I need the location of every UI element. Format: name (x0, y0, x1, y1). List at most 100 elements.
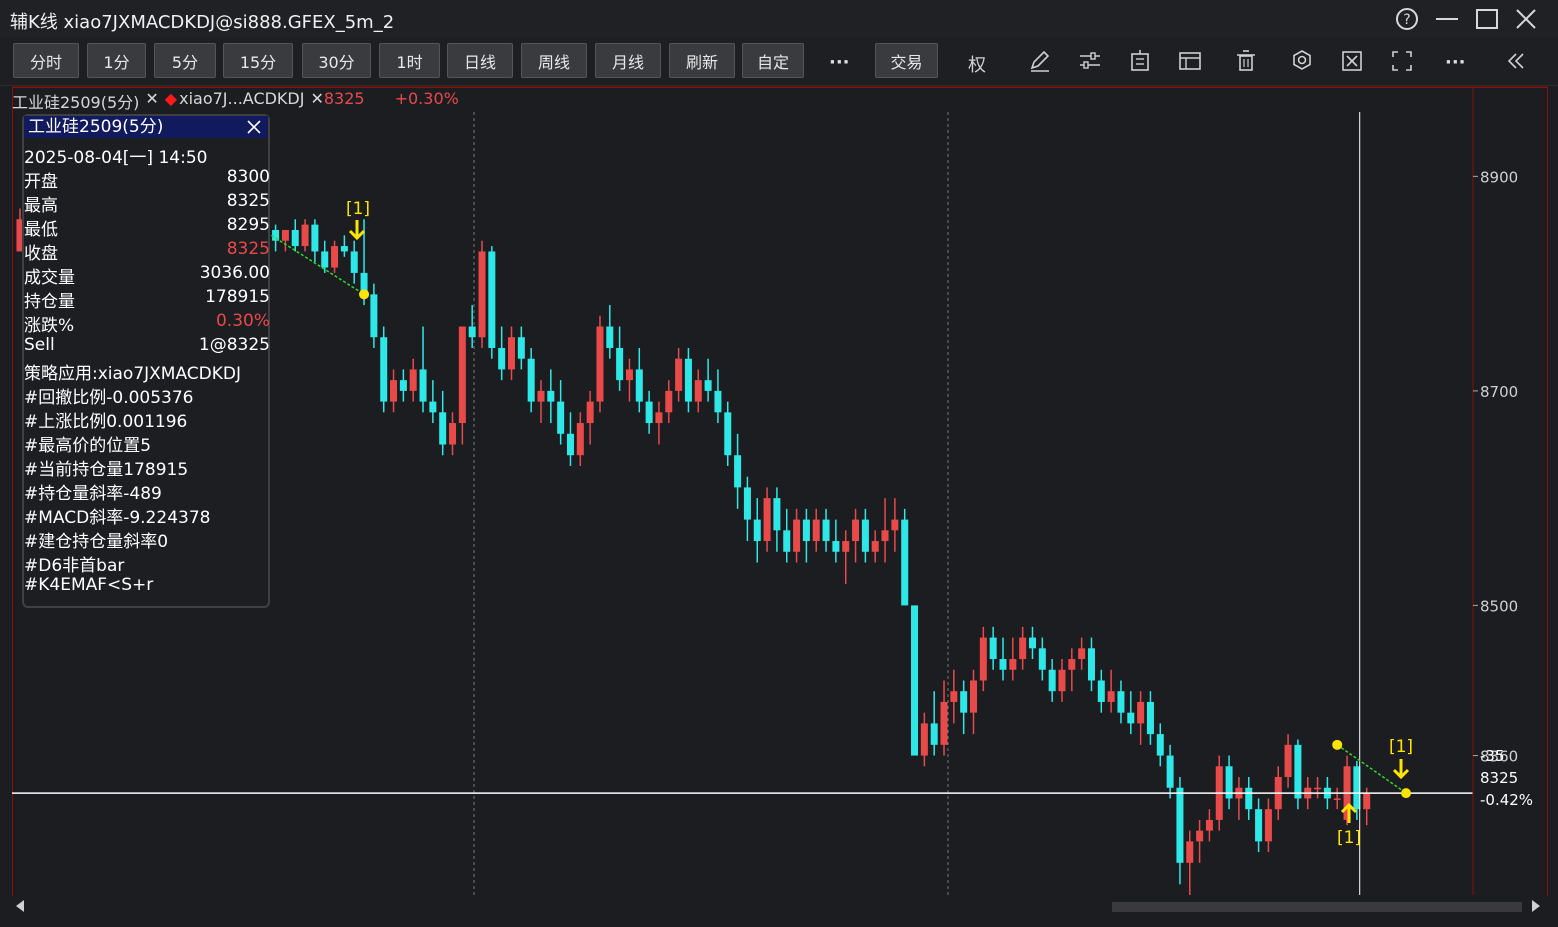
candle-body (783, 530, 791, 552)
time-scrollbar[interactable] (0, 896, 1558, 927)
minimize-icon[interactable] (1433, 5, 1463, 33)
candle-body (508, 337, 515, 370)
remove-strategy-icon[interactable]: ✕ (310, 89, 324, 108)
candle-body (1284, 744, 1292, 778)
candle-body (1137, 701, 1145, 724)
candle-body (1038, 648, 1046, 670)
panel-row: Sell 1@8325 (24, 335, 270, 359)
panel-title: 工业硅2509(5分) (24, 116, 268, 138)
sliders-icon[interactable] (1077, 48, 1105, 74)
period-button-5m[interactable]: 5分 (154, 43, 216, 78)
signal-start-dot (1332, 739, 1343, 750)
candle-body (458, 326, 466, 424)
candle-body (1255, 809, 1263, 842)
refresh-button[interactable]: 刷新 (669, 43, 735, 78)
candle-body (1107, 691, 1115, 702)
panel-row-value: 8295 (226, 215, 270, 235)
collapse-icon[interactable] (1502, 48, 1530, 74)
candle-body (1245, 787, 1253, 810)
scroll-left-icon[interactable] (16, 900, 24, 912)
trade-button[interactable]: 交易 (875, 43, 938, 78)
period-button-fenshi[interactable]: 分时 (13, 43, 79, 78)
candle-body (301, 224, 309, 247)
candle-body (675, 358, 683, 391)
fullscreen-icon[interactable] (1389, 48, 1417, 74)
period-button-day[interactable]: 日线 (447, 43, 513, 78)
period-button-month[interactable]: 月线 (595, 43, 661, 78)
candle-body (586, 401, 594, 424)
panel-row-value: 8300 (226, 167, 270, 187)
candle-body (989, 637, 997, 660)
scrollbar-thumb[interactable] (1112, 902, 1522, 912)
buy-arrow-icon (1340, 802, 1358, 823)
help-icon[interactable]: ? (1393, 5, 1423, 33)
building-icon[interactable] (1127, 48, 1155, 74)
candle-body (684, 358, 692, 402)
pencil-icon[interactable] (1027, 48, 1055, 74)
price-diff-label: -35 (1480, 747, 1505, 765)
period-button-1h[interactable]: 1时 (379, 43, 440, 78)
title-bar: 辅K线 xiao7JXMACDKDJ@si888.GFEX_5m_2 ? (0, 0, 1558, 38)
candle-body (321, 251, 329, 268)
remove-icon[interactable]: ✕ (145, 89, 159, 108)
candle-body (606, 326, 614, 348)
candle-body (773, 498, 781, 531)
candle-body (763, 498, 771, 542)
more-icon[interactable]: ··· (829, 52, 850, 73)
candle-body (911, 605, 919, 756)
candle-body (399, 380, 407, 391)
candle-body (734, 455, 742, 488)
candle-body (1048, 669, 1056, 692)
candle-body (999, 659, 1007, 670)
candle-body (1156, 734, 1164, 756)
panel-row-value: 1@8325 (198, 335, 270, 355)
close-window-icon[interactable] (1339, 48, 1367, 74)
panel-strategy-text: #MACD斜率-9.224378 (24, 508, 211, 528)
candle-body (419, 369, 427, 402)
signal-trend-line (1336, 744, 1407, 794)
close-icon[interactable] (1512, 5, 1542, 33)
price-tick-label: 8360 (1480, 748, 1518, 766)
settings-icon[interactable] (1289, 48, 1317, 74)
candle-body (360, 272, 368, 295)
candle-body (1333, 798, 1341, 800)
panel-row-label: 成交量 (24, 268, 75, 288)
strategy-label: xiao7J...ACDKDJ (179, 89, 305, 108)
period-button-1m[interactable]: 1分 (87, 43, 146, 78)
strategy-marker-icon: ◆ (164, 89, 178, 108)
panel-row-value: 8325 (226, 239, 270, 259)
scroll-right-icon[interactable] (1532, 900, 1540, 912)
panel-strategy-line: 策略应用:xiao7JXMACDKDJ (24, 359, 270, 384)
panel-row-value: 178915 (205, 287, 270, 307)
sell-arrow-icon (1392, 759, 1410, 780)
more-options-icon[interactable]: ··· (1445, 52, 1466, 73)
period-button-30m[interactable]: 30分 (302, 43, 371, 78)
panel-strategy-line: #持仓量斜率-489 (24, 479, 270, 504)
period-button-15m[interactable]: 15分 (223, 43, 293, 78)
period-button-week[interactable]: 周线 (521, 43, 587, 78)
candle-body (340, 246, 348, 252)
current-price-label: 8325 (323, 89, 365, 108)
panel-strategy-text: #D6非首bar (24, 556, 125, 576)
custom-button[interactable]: 自定 (742, 43, 804, 78)
candle-body (331, 246, 339, 268)
candle-body (694, 380, 702, 402)
candle-body (1353, 766, 1361, 810)
candle-body (960, 691, 968, 713)
panel-close-icon[interactable] (244, 117, 264, 137)
panel-row-label: 最高 (24, 196, 58, 216)
window-title: 辅K线 xiao7JXMACDKDJ@si888.GFEX_5m_2 (10, 12, 395, 33)
candle-body (1146, 701, 1154, 735)
maximize-icon[interactable] (1473, 5, 1503, 33)
candle-body (1068, 659, 1076, 670)
candle-body (429, 401, 437, 413)
candle-body (370, 294, 378, 338)
rights-button[interactable]: 权 (968, 55, 986, 76)
candle-body (842, 541, 850, 552)
panel-strategy-line: #回撤比例-0.005376 (24, 383, 270, 408)
panel-row: 开盘 8300 (24, 167, 270, 192)
candle-body (822, 519, 830, 542)
trash-icon[interactable] (1233, 48, 1261, 74)
layout-icon[interactable] (1177, 48, 1205, 74)
candle-body (1363, 793, 1371, 810)
